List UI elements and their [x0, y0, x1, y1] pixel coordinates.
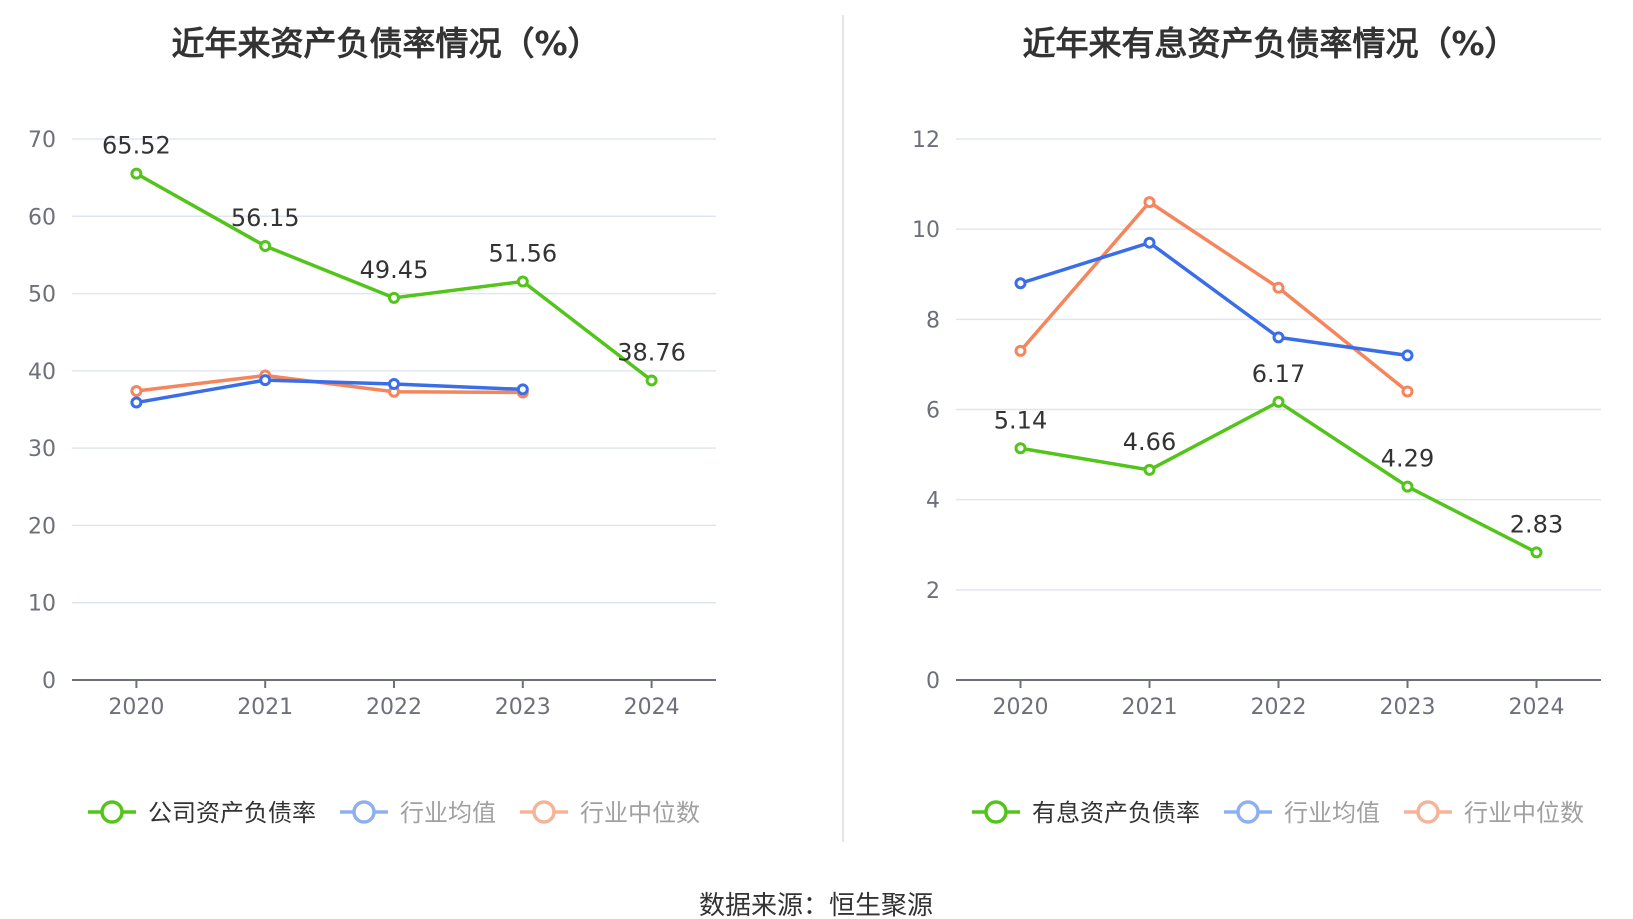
- legend-item[interactable]: 行业均值: [1224, 799, 1380, 827]
- x-tick-label: 2021: [237, 695, 293, 720]
- legend-label: 行业均值: [400, 799, 496, 827]
- series-0-point: [1143, 463, 1156, 476]
- legend-label: 行业中位数: [1464, 799, 1584, 827]
- data-label: 4.66: [1123, 428, 1176, 456]
- legend-item[interactable]: 公司资产负债率: [88, 799, 316, 827]
- legend-label: 行业均值: [1284, 799, 1380, 827]
- series-1-point: [259, 374, 272, 387]
- y-tick-label: 20: [28, 514, 56, 539]
- chart-title: 近年来有息资产负债率情况（%）: [1022, 24, 1517, 63]
- series-1-point: [1401, 349, 1414, 362]
- chart-title: 近年来资产负债率情况（%）: [171, 24, 600, 63]
- x-tick-label: 2021: [1122, 695, 1178, 720]
- data-label: 4.29: [1381, 445, 1434, 473]
- data-label: 38.76: [617, 338, 686, 366]
- series-0-point: [1530, 546, 1543, 559]
- y-tick-label: 0: [926, 669, 940, 694]
- y-tick-label: 6: [926, 399, 940, 424]
- x-tick-label: 2023: [495, 695, 551, 720]
- x-tick-label: 2024: [1509, 695, 1565, 720]
- y-tick-label: 10: [28, 592, 56, 617]
- series-1-point: [388, 377, 400, 390]
- series-1-line: [136, 378, 523, 405]
- chart-panel-interest-debt-ratio: 近年来有息资产负债率情况（%） 0 2 4 6 8 10 12 2020 2021 2022 202…: [912, 24, 1601, 827]
- legend-label: 公司资产负债率: [148, 799, 316, 827]
- y-tick-label: 30: [28, 437, 56, 462]
- series-1-point: [1014, 277, 1027, 290]
- series-2-point: [1143, 196, 1156, 209]
- x-tick-label: 2020: [993, 695, 1049, 720]
- legend-item[interactable]: 行业均值: [340, 799, 496, 827]
- series-1-point: [1272, 331, 1285, 344]
- series-0-point: [516, 275, 529, 288]
- x-tick-label: 2022: [366, 695, 422, 720]
- legend-item[interactable]: 有息资产负债率: [972, 799, 1200, 827]
- legend-marker-icon: [532, 800, 556, 824]
- y-tick-label: 40: [28, 360, 56, 385]
- y-tick-label: 0: [42, 669, 56, 694]
- series-0-point: [1401, 480, 1414, 493]
- series-0-point: [388, 291, 400, 304]
- y-tick-label: 10: [912, 218, 940, 243]
- x-tick-label: 2020: [108, 695, 164, 720]
- series-1-point: [1143, 236, 1156, 249]
- series-2-point: [1401, 385, 1414, 398]
- series-1-point: [130, 396, 143, 409]
- data-label: 2.83: [1510, 510, 1563, 538]
- y-tick-label: 2: [926, 579, 940, 604]
- legend-marker-icon: [1416, 800, 1440, 824]
- series-0-point: [1014, 442, 1027, 455]
- data-label: 56.15: [231, 204, 300, 232]
- series-2-line: [1019, 200, 1409, 393]
- series-0-point: [259, 240, 272, 253]
- legend-label: 有息资产负债率: [1032, 799, 1200, 827]
- data-label: 51.56: [488, 240, 557, 268]
- y-tick-label: 70: [28, 128, 56, 153]
- legend-marker-icon: [100, 800, 124, 824]
- y-tick-label: 60: [28, 205, 56, 230]
- data-source-note: 数据来源：恒生聚源: [699, 891, 933, 919]
- data-label: 5.14: [994, 406, 1047, 434]
- series-1-line: [1019, 240, 1408, 358]
- chart-panel-debt-ratio: 近年来资产负债率情况（%） 0 10 20 30 40 50 60 70 2020 2021 202…: [28, 24, 716, 827]
- legend-item[interactable]: 行业中位数: [520, 799, 700, 827]
- legend-item[interactable]: 行业中位数: [1404, 799, 1584, 827]
- x-tick-label: 2024: [624, 695, 680, 720]
- data-label: 6.17: [1252, 360, 1305, 388]
- series-2-point: [1272, 281, 1285, 294]
- legend-marker-icon: [984, 800, 1008, 824]
- y-tick-label: 4: [926, 489, 940, 514]
- series-2-line: [136, 373, 523, 395]
- legend-marker-icon: [1236, 800, 1260, 824]
- data-label: 65.52: [102, 132, 171, 160]
- data-label: 49.45: [360, 256, 429, 284]
- x-tick-label: 2023: [1380, 695, 1436, 720]
- y-tick-label: 50: [28, 283, 56, 308]
- legend-marker-icon: [352, 800, 376, 824]
- legend-label: 行业中位数: [580, 799, 700, 827]
- y-tick-label: 8: [926, 308, 940, 333]
- series-0-line: [1020, 400, 1538, 554]
- series-0-point: [130, 167, 143, 180]
- y-tick-label: 12: [912, 128, 940, 153]
- series-1-point: [516, 383, 529, 396]
- x-tick-label: 2022: [1251, 695, 1307, 720]
- series-0-point: [645, 374, 658, 387]
- series-2-point: [130, 384, 143, 397]
- series-2-point: [1014, 344, 1027, 357]
- series-0-point: [1272, 395, 1285, 408]
